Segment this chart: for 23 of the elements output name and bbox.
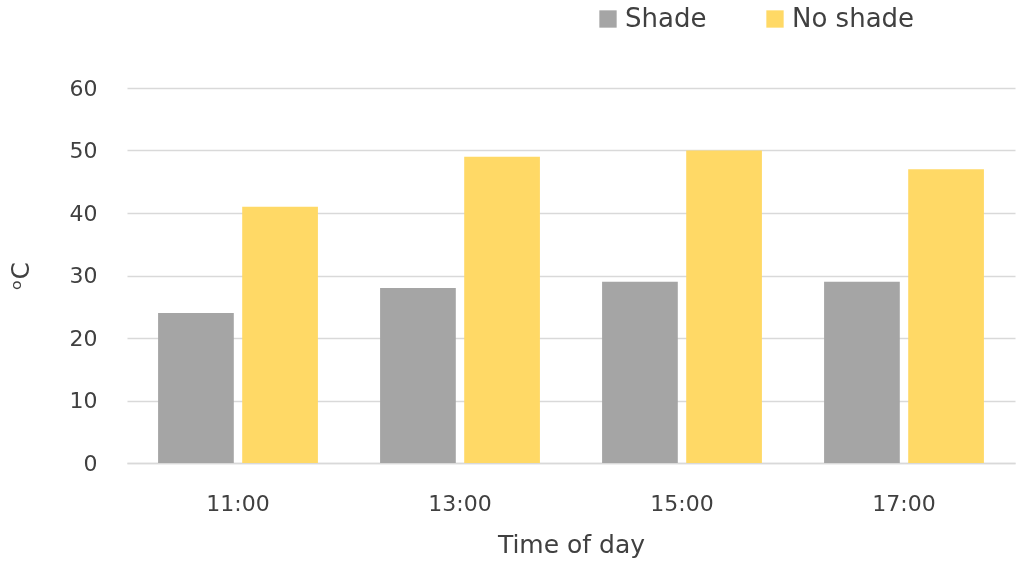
y-tick-label: 50: [69, 138, 98, 163]
bar: [686, 150, 762, 463]
y-tick-label: 10: [69, 388, 98, 413]
bar: [464, 156, 540, 463]
bar: [908, 169, 984, 463]
x-axis-title: Time of day: [496, 529, 646, 559]
y-tick-label: 20: [69, 325, 98, 351]
y-tick-label: 60: [69, 75, 98, 101]
bar: [380, 288, 456, 463]
y-axis-title: ᵒC: [5, 262, 35, 290]
legend-label: Shade: [625, 3, 707, 33]
legend-label: No shade: [792, 3, 915, 33]
y-tick-label: 30: [69, 263, 98, 288]
x-tick-label: 15:00: [650, 490, 714, 516]
y-tick-label: 40: [69, 200, 98, 226]
bar: [602, 281, 678, 463]
y-tick-label: 0: [83, 450, 98, 476]
bar: [158, 313, 234, 463]
bar: [242, 206, 318, 463]
x-tick-label: 11:00: [206, 490, 270, 516]
bar: [824, 281, 900, 463]
x-tick-label: 13:00: [428, 490, 492, 516]
x-tick-label: 17:00: [872, 490, 936, 516]
